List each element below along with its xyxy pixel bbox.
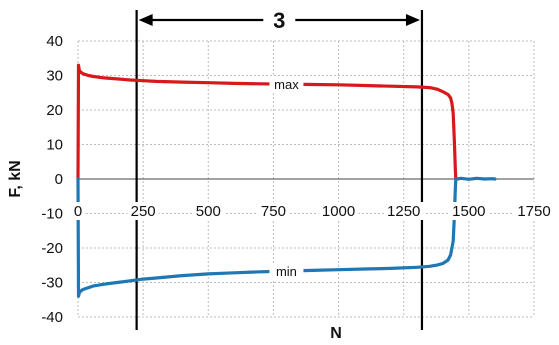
- y-tick-label: 0: [55, 171, 63, 188]
- x-tick-label: 1750: [517, 203, 550, 220]
- x-axis-title: N: [330, 325, 342, 342]
- y-tick-label: -40: [41, 309, 63, 326]
- x-tick-label: 250: [131, 203, 156, 220]
- stage-arrow-right-head: [405, 14, 420, 26]
- series-labels: max min: [269, 76, 304, 280]
- x-tick-label: 1500: [452, 203, 485, 220]
- x-tick-label-bg: [514, 202, 554, 220]
- x-tick-label-bg: [127, 202, 159, 220]
- y-tick-label: 40: [46, 33, 63, 50]
- tick-labels: 40 30 20 10 0 -10 -20 -30 -40 0 250 500 750 1000 1250 1…: [41, 33, 554, 326]
- x-tick-label: 750: [261, 203, 286, 220]
- series-line-min: [76, 176, 497, 298]
- stage-arrow-left-head: [138, 14, 153, 26]
- series-label-min: min: [276, 264, 297, 279]
- x-tick-label-bg: [70, 202, 86, 220]
- x-tick-label-bg: [257, 202, 290, 220]
- x-tick-label: 1250: [387, 203, 420, 220]
- stage-label: 3: [273, 8, 285, 33]
- series-label-max: max: [274, 77, 299, 92]
- stage-annotation: 3: [138, 8, 420, 33]
- series-line-max: [76, 63, 458, 181]
- x-tick-label: 1000: [322, 203, 355, 220]
- x-tick-label-bg: [448, 202, 489, 220]
- x-tick-label: 0: [74, 203, 82, 220]
- x-tick-label-bg: [318, 202, 359, 220]
- series-label-bg-max: [269, 76, 304, 93]
- y-tick-label: 10: [46, 137, 63, 154]
- y-tick-label: -10: [41, 206, 63, 223]
- y-tick-label: -30: [41, 275, 63, 292]
- y-axis-title: F, kN: [7, 160, 24, 197]
- series-lines: [76, 63, 497, 298]
- y-tick-label: 30: [46, 68, 63, 85]
- series-label-bg-min: [269, 263, 304, 280]
- y-tick-label: 20: [46, 102, 63, 119]
- y-tick-label: -20: [41, 240, 63, 257]
- x-tick-label: 500: [196, 203, 221, 220]
- x-tick-label-bg: [383, 202, 424, 220]
- x-tick-label-bg: [192, 202, 225, 220]
